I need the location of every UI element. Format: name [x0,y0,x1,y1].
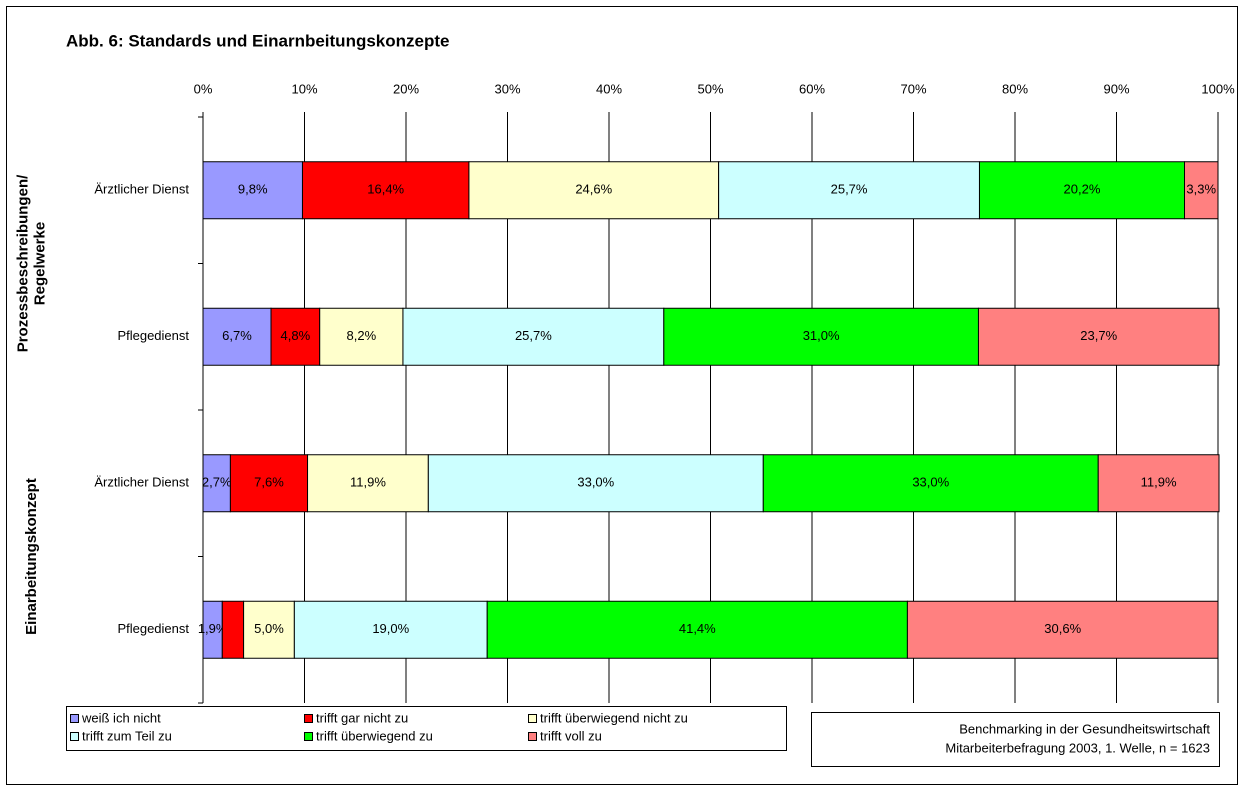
data-label: 7,6% [254,475,284,490]
data-label: 16,4% [367,182,404,197]
bar-segment [243,600,295,659]
x-tick-label: 60% [799,81,825,96]
data-label: 9,8% [238,182,268,197]
legend-label: trifft überwiegend zu [316,728,433,743]
bar-segment [427,454,764,513]
legend-swatch [528,732,537,741]
legend-swatch [70,732,79,741]
x-tick-label: 30% [494,81,520,96]
bar-segment [307,454,429,513]
data-label: 11,9% [350,475,386,490]
data-label: 33,0% [577,475,614,490]
y-tick-label: Ärztlicher Dienst [94,182,189,197]
bar-segment [319,307,404,366]
data-label: 8,2% [347,328,377,343]
bar-segment [229,454,309,513]
data-label: 3,3% [1186,182,1216,197]
x-tick-label: 40% [596,81,622,96]
data-label: 23,7% [1080,328,1117,343]
data-label: 25,7% [515,328,552,343]
data-label: 19,0% [372,621,409,636]
bar-segment [202,454,231,513]
bar-segment [301,161,470,220]
legend-label: trifft zum Teil zu [82,728,172,743]
x-tick-label: 90% [1103,81,1129,96]
bar-segment [202,307,272,366]
legend-label: weiß ich nicht [81,710,161,725]
source-note: Mitarbeiterbefragung 2003, 1. Welle, n =… [945,740,1210,755]
data-label: 25,7% [831,182,868,197]
bar-segment [293,600,488,659]
legend-box [66,706,787,751]
data-label: 30,6% [1044,621,1081,636]
source-note: Benchmarking in der Gesundheitswirtschaf… [959,721,1210,736]
source-box [811,712,1220,767]
data-label: 6,7% [222,328,252,343]
x-tick-label: 70% [900,81,926,96]
bar-segment [718,161,980,220]
data-label: 5,0% [254,621,284,636]
x-tick-label: 10% [291,81,317,96]
bar-segment [1184,161,1219,220]
group-label: Regelwerke [31,222,48,305]
data-label: 1,9% [198,621,228,636]
bar-segment [977,307,1220,366]
group-label: Prozessbeschreibungen/ [14,174,31,352]
data-label: 41,4% [679,621,716,636]
chart-border [6,6,1238,785]
x-tick-label: 80% [1002,81,1028,96]
bar-segment [978,161,1186,220]
bar-segment [906,600,1219,659]
legend-swatch [304,714,313,723]
data-label: 2,7% [202,475,232,490]
data-label: 20,2% [1064,182,1101,197]
x-tick-label: 100% [1201,81,1235,96]
chart-title: Abb. 6: Standards und Einarnbeitungskonz… [66,31,449,50]
legend-swatch [70,714,79,723]
legend-label: trifft voll zu [540,728,602,743]
x-tick-label: 0% [194,81,213,96]
bar-segment [202,161,303,220]
data-label: 11,9% [1141,475,1177,490]
y-tick-label: Ärztlicher Dienst [94,475,189,490]
bar-segment [402,307,665,366]
legend-label: trifft gar nicht zu [316,710,408,725]
bar-segment [1097,454,1220,513]
y-tick-label: Pflegedienst [117,328,189,343]
x-tick-label: 20% [393,81,419,96]
legend-swatch [528,714,537,723]
legend-swatch [304,732,313,741]
bar-segment [221,600,245,659]
bar-segment [468,161,720,220]
y-tick-label: Pflegedienst [117,621,189,636]
bar-segment [270,307,321,366]
data-label: 4,8% [281,328,311,343]
data-label: 33,0% [912,475,949,490]
x-tick-label: 50% [697,81,723,96]
group-label: Einarbeitungskonzept [23,478,40,635]
data-label: 31,0% [803,328,840,343]
data-label: 24,6% [575,182,612,197]
legend-label: trifft überwiegend nicht zu [540,710,688,725]
